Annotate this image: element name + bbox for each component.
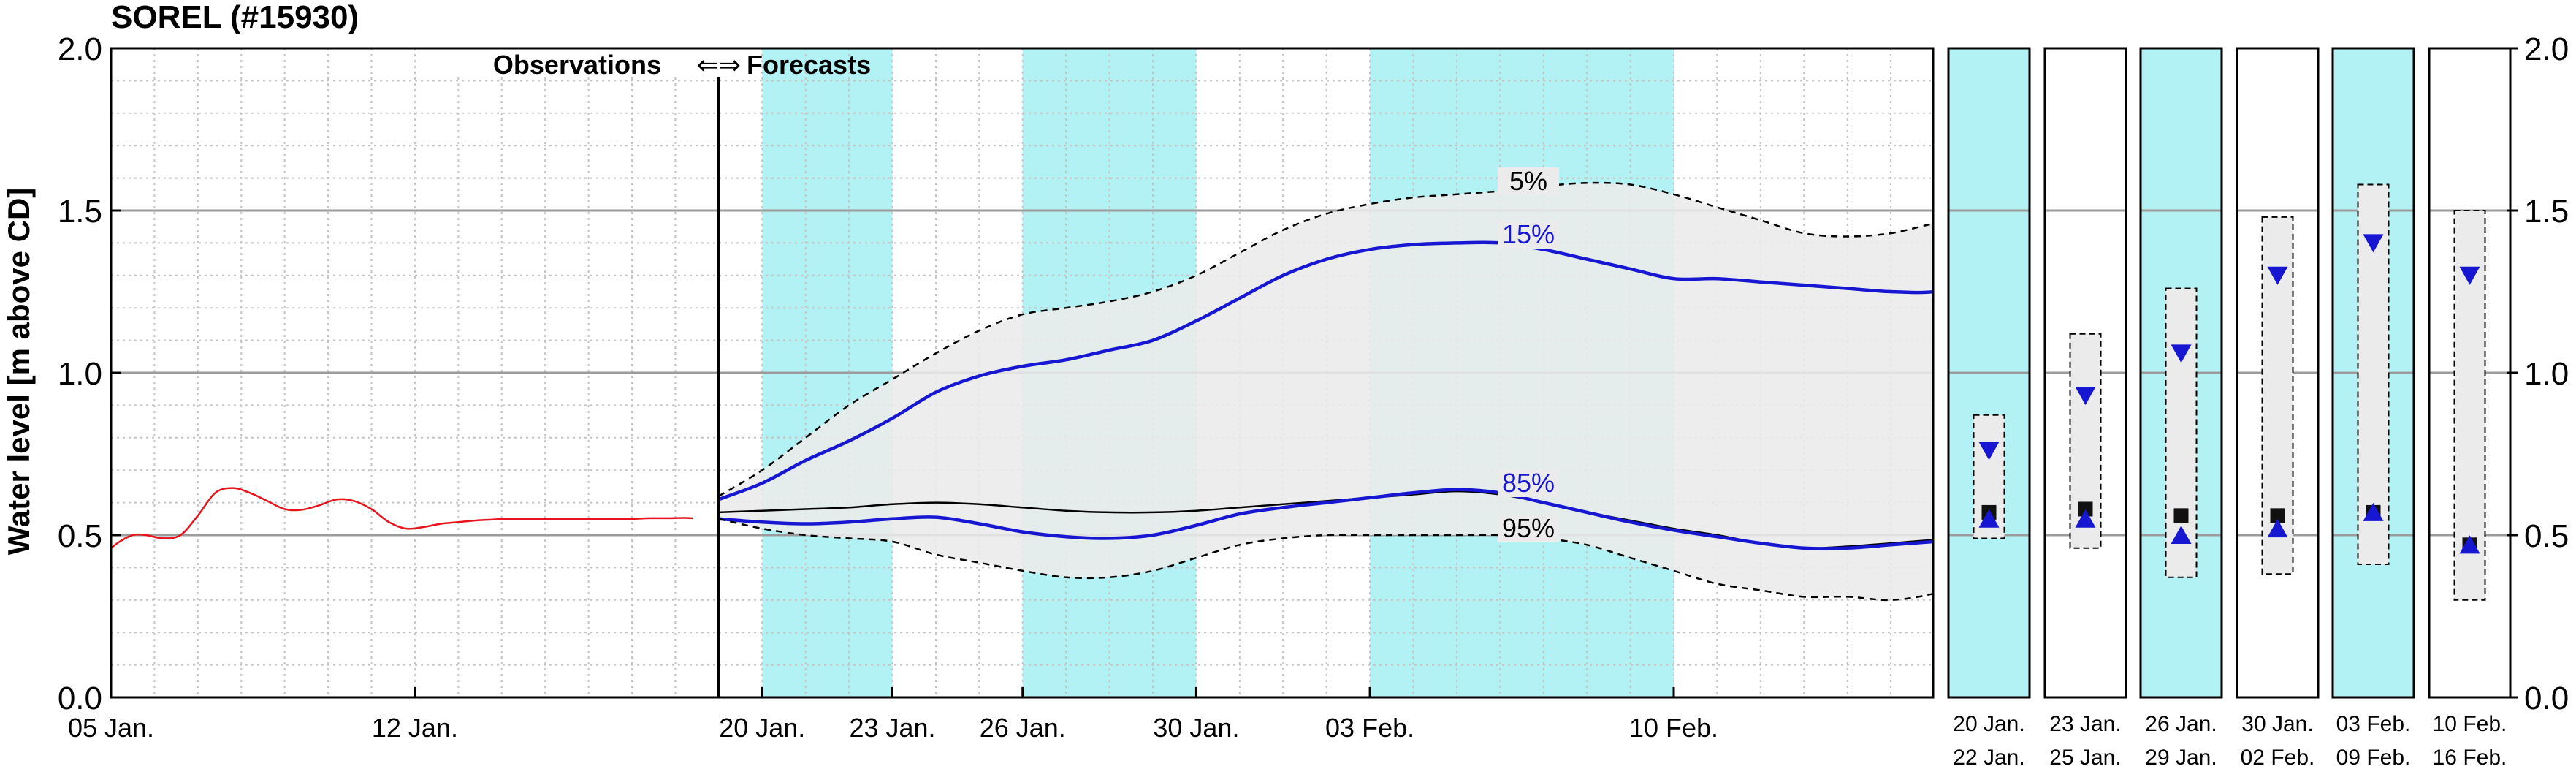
percentile-envelope: [718, 183, 1933, 600]
panel-frame: [2139, 47, 2223, 699]
percentile-label-bg: [1498, 515, 1559, 542]
series-85pct-line: [718, 488, 1933, 550]
x-tick-label: 26 Jan.: [980, 713, 1066, 743]
main-plot: 5% 15% 85% 95% Observations ⇐⇒ Forecasts: [110, 42, 1935, 699]
p85-up-triangle: [1978, 509, 2000, 528]
p15-down-triangle: [2267, 266, 2288, 285]
panel-date-bottom: 29 Jan.: [2145, 746, 2217, 769]
p15-down-triangle: [2075, 387, 2096, 406]
chart-title: SOREL (#15930): [111, 0, 359, 35]
divider-arrows: ⇐⇒: [697, 50, 741, 80]
y-tick-label-right: 0.0: [2524, 681, 2569, 716]
x-tick-label: 05 Jan.: [68, 713, 154, 743]
p85-up-triangle: [2459, 535, 2480, 554]
median-marker: [2270, 508, 2285, 523]
panel-frame: [2043, 47, 2127, 699]
p15-down-triangle: [1978, 442, 2000, 461]
y-tick-label-right: 2.0: [2524, 31, 2569, 67]
panel-date-top: 20 Jan.: [1953, 712, 2024, 736]
x-tick-label: 23 Jan.: [849, 713, 935, 743]
panel-frame: [2331, 47, 2415, 699]
panel-date-top: 03 Feb.: [2336, 712, 2411, 736]
y-tick-label: 2.0: [58, 31, 102, 67]
panel-date-top: 30 Jan.: [2241, 712, 2313, 736]
series-15pct-line: [718, 240, 1933, 501]
series-5pct-line: [718, 181, 1933, 497]
p85-up-triangle: [2171, 526, 2192, 544]
panel-date-top: 26 Jan.: [2145, 712, 2217, 736]
y-tick-label-right: 1.5: [2524, 194, 2569, 230]
percentile-label-bg: [1498, 167, 1559, 195]
summary-panel: 03 Feb. 09 Feb.: [2331, 47, 2415, 769]
percentile-label: 15%: [1502, 219, 1555, 249]
y-tick-label: 1.0: [58, 356, 102, 392]
p85-up-triangle: [2075, 509, 2096, 528]
panel-date-bottom: 09 Feb.: [2336, 746, 2411, 769]
percentile-label: 5%: [1509, 166, 1547, 196]
forecasts-label: Forecasts: [747, 50, 871, 80]
y-tick-label: 1.5: [58, 194, 102, 230]
x-tick-label: 20 Jan.: [719, 713, 805, 743]
p15-down-triangle: [2171, 344, 2192, 363]
panel-date-top: 23 Jan.: [2049, 712, 2121, 736]
summary-panel: 26 Jan. 29 Jan.: [2139, 47, 2223, 769]
panel-frame: [1947, 47, 2031, 699]
summary-panel: 23 Jan. 25 Jan.: [2043, 47, 2127, 769]
y-tick-label: 0.0: [58, 681, 102, 716]
observations-label: Observations: [493, 50, 661, 80]
x-tick-label: 30 Jan.: [1153, 713, 1239, 743]
percentile-label-bg: [1498, 221, 1559, 249]
panel-date-bottom: 25 Jan.: [2049, 746, 2121, 769]
y-axis-label: Water level [m above CD]: [1, 188, 36, 556]
summary-panels: 20 Jan. 22 Jan. 23 Jan. 25 Jan. 26 Jan. 29 Ja…: [1947, 47, 2512, 769]
panel-date-bottom: 22 Jan.: [1953, 746, 2024, 769]
observed-line: [111, 487, 693, 549]
p15-down-triangle: [2363, 234, 2384, 253]
percentile-label: 95%: [1502, 513, 1555, 543]
axis-ticks: 0.0 0.5 1.0 1.5 2.0 0.0 0.5 1.0 1.5 2.0 05 Jan. 12 …: [58, 31, 2569, 743]
y-tick-label-right: 1.0: [2524, 356, 2569, 392]
panel-date-bottom: 02 Feb.: [2241, 746, 2315, 769]
p85-up-triangle: [2267, 519, 2288, 538]
series-95pct-line: [718, 518, 1933, 602]
y-tick-label: 0.5: [58, 518, 102, 554]
x-tick-label: 03 Feb.: [1325, 713, 1414, 743]
x-tick-label: 12 Jan.: [372, 713, 458, 743]
panel-frame: [2236, 47, 2320, 699]
summary-panel: 30 Jan. 02 Feb.: [2236, 47, 2320, 769]
panel-date-top: 10 Feb.: [2433, 712, 2507, 736]
plot-content: 5% 15% 85% 95%: [111, 48, 1933, 697]
percentile-label-bg: [1498, 469, 1559, 497]
percentile-label: 85%: [1502, 468, 1555, 498]
y-tick-label-right: 0.5: [2524, 518, 2569, 554]
x-tick-label: 10 Feb.: [1629, 713, 1718, 743]
p15-down-triangle: [2459, 266, 2480, 285]
p85-up-triangle: [2363, 502, 2384, 521]
panel-date-bottom: 16 Feb.: [2433, 746, 2507, 769]
median-marker: [2078, 501, 2093, 517]
summary-panel: 20 Jan. 22 Jan.: [1947, 47, 2031, 769]
summary-panel: 10 Feb. 16 Feb.: [2428, 47, 2512, 769]
panel-range-box: [2357, 183, 2390, 565]
median-marker: [2173, 508, 2189, 523]
